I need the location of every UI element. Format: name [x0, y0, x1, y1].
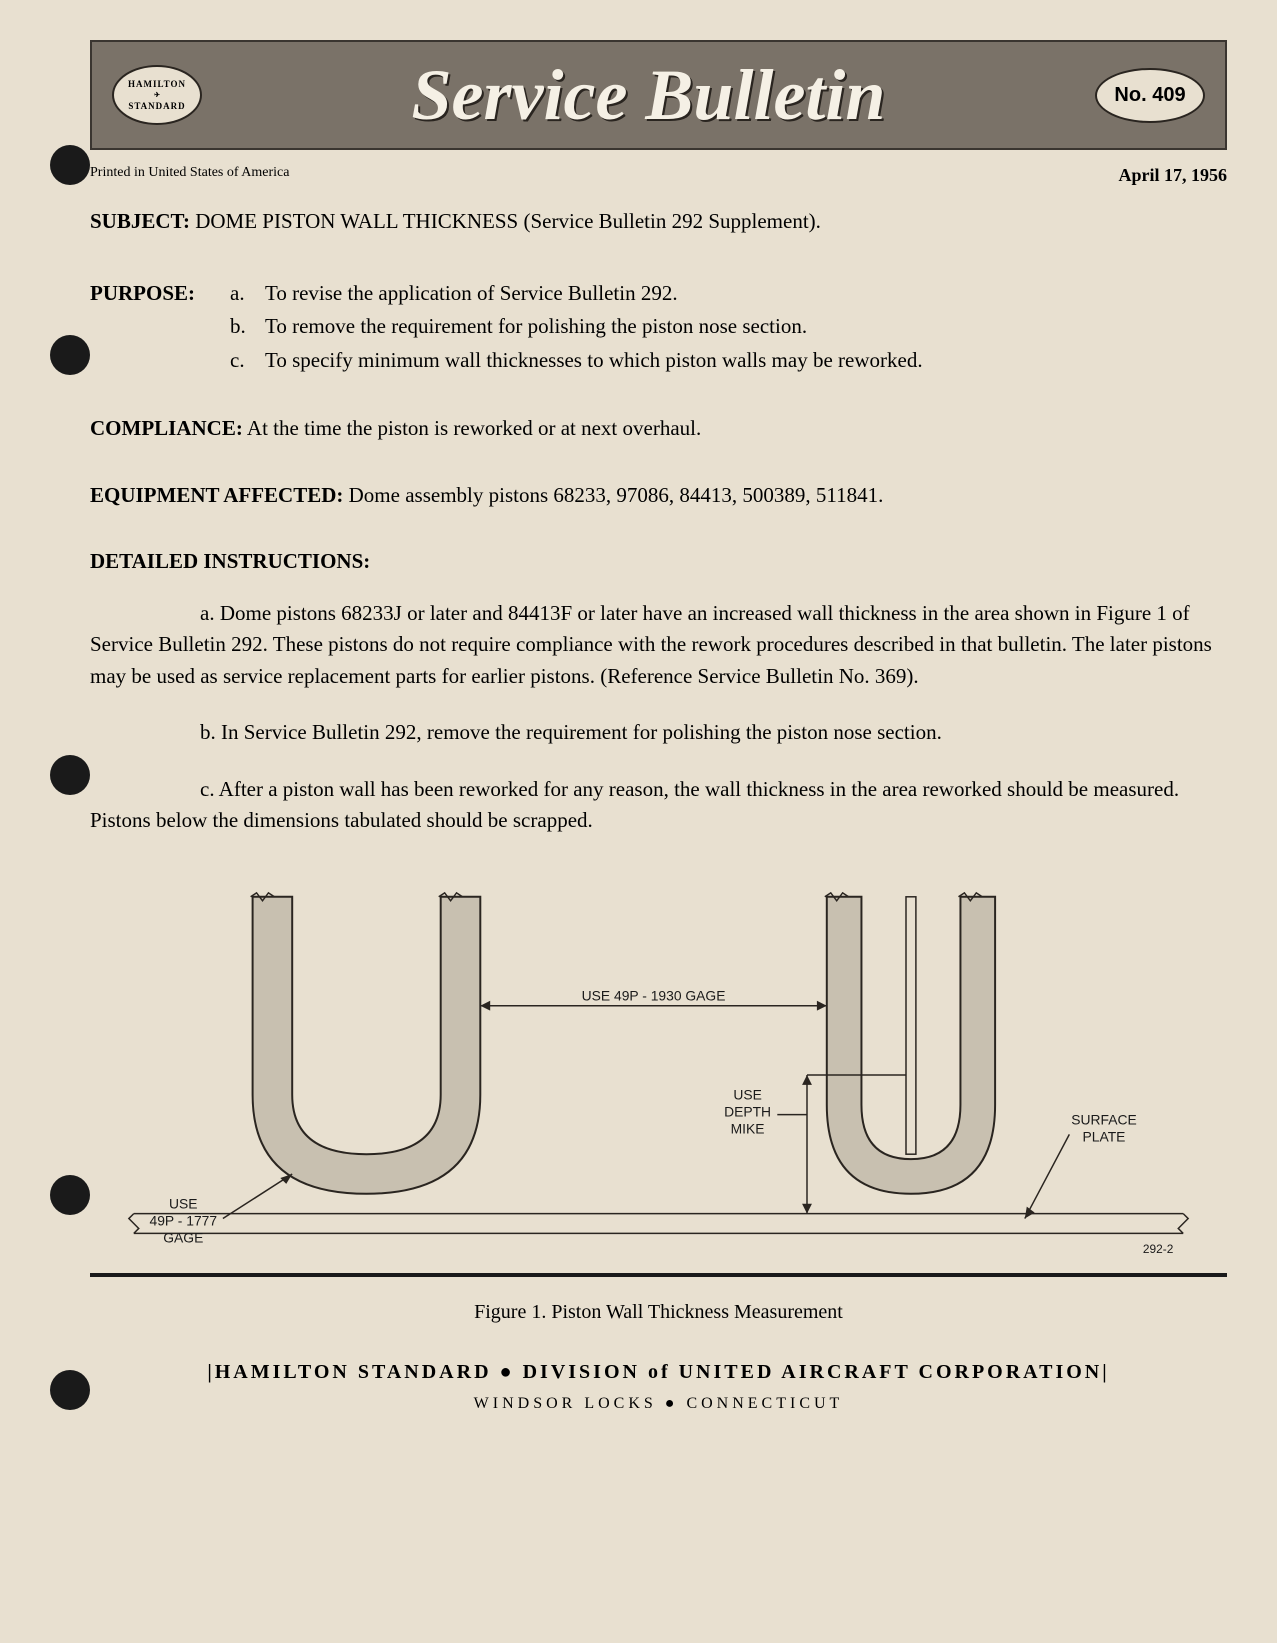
fig-label-depth-1: USE — [733, 1086, 762, 1102]
subject-label: SUBJECT: — [90, 209, 190, 233]
purpose-section: PURPOSE: a. To revise the application of… — [90, 278, 1227, 379]
purpose-text: To revise the application of Service Bul… — [265, 278, 678, 310]
bulletin-number-badge: No. 409 — [1095, 68, 1205, 123]
printed-in-text: Printed in United States of America — [90, 165, 289, 186]
subject-section: SUBJECT: DOME PISTON WALL THICKNESS (Ser… — [90, 206, 1227, 238]
punch-hole — [50, 1370, 90, 1410]
punch-hole — [50, 755, 90, 795]
purpose-item: b. To remove the requirement for polishi… — [230, 311, 1227, 343]
fig-label-depth-3: MIKE — [731, 1120, 765, 1136]
purpose-text: To specify minimum wall thicknesses to w… — [265, 345, 923, 377]
document-body: SUBJECT: DOME PISTON WALL THICKNESS (Ser… — [90, 206, 1227, 1416]
meta-row: Printed in United States of America Apri… — [90, 165, 1227, 186]
fig-label-1777-3: GAGE — [163, 1229, 203, 1245]
fig-label-gage-1930: USE 49P - 1930 GAGE — [582, 987, 726, 1003]
depth-mike-rod — [906, 896, 916, 1153]
instruction-para: a. Dome pistons 68233J or later and 8441… — [90, 598, 1227, 693]
left-piston-shape — [253, 896, 481, 1193]
punch-hole — [50, 1175, 90, 1215]
purpose-items: a. To revise the application of Service … — [230, 278, 1227, 379]
figure-1: USE 49P - 1930 GAGE USE 49P - 1777 GAGE … — [90, 877, 1227, 1277]
purpose-letter: b. — [230, 311, 265, 343]
purpose-item: a. To revise the application of Service … — [230, 278, 1227, 310]
equipment-section: EQUIPMENT AFFECTED: Dome assembly piston… — [90, 480, 1227, 512]
figure-svg: USE 49P - 1930 GAGE USE 49P - 1777 GAGE … — [90, 877, 1227, 1273]
punch-hole — [50, 335, 90, 375]
compliance-section: COMPLIANCE: At the time the piston is re… — [90, 413, 1227, 445]
fig-label-1777-2: 49P - 1777 — [150, 1212, 218, 1228]
purpose-letter: c. — [230, 345, 265, 377]
banner-title: Service Bulletin — [202, 54, 1095, 137]
equipment-label: EQUIPMENT AFFECTED: — [90, 483, 343, 507]
compliance-label: COMPLIANCE: — [90, 416, 243, 440]
instructions-label: DETAILED INSTRUCTIONS: — [90, 546, 1227, 578]
fig-label-surface-1: SURFACE — [1071, 1111, 1136, 1127]
hamilton-standard-logo: HAMILTON ✈ STANDARD — [112, 65, 202, 125]
instruction-para: b. In Service Bulletin 292, remove the r… — [90, 717, 1227, 749]
instruction-para: c. After a piston wall has been reworked… — [90, 774, 1227, 837]
footer-sub: WINDSOR LOCKS ● CONNECTICUT — [90, 1392, 1227, 1416]
subject-text: DOME PISTON WALL THICKNESS (Service Bull… — [195, 209, 821, 233]
date-text: April 17, 1956 — [1118, 165, 1227, 186]
fig-label-depth-2: DEPTH — [724, 1103, 771, 1119]
instructions-section: DETAILED INSTRUCTIONS: a. Dome pistons 6… — [90, 546, 1227, 837]
punch-hole — [50, 145, 90, 185]
logo-plane-icon: ✈ — [154, 91, 160, 99]
purpose-label: PURPOSE: — [90, 278, 230, 379]
fig-label-surface-2: PLATE — [1083, 1128, 1126, 1144]
logo-text-top: HAMILTON — [128, 79, 186, 89]
footer-main: |HAMILTON STANDARD ● DIVISION of UNITED … — [90, 1357, 1227, 1387]
header-banner: HAMILTON ✈ STANDARD Service Bulletin No.… — [90, 40, 1227, 150]
figure-caption: Figure 1. Piston Wall Thickness Measurem… — [90, 1297, 1227, 1327]
figure-ref: 292-2 — [1143, 1242, 1173, 1256]
purpose-text: To remove the requirement for polishing … — [265, 311, 807, 343]
equipment-text: Dome assembly pistons 68233, 97086, 8441… — [349, 483, 884, 507]
logo-text-bottom: STANDARD — [128, 101, 185, 111]
purpose-item: c. To specify minimum wall thicknesses t… — [230, 345, 1227, 377]
compliance-text: At the time the piston is reworked or at… — [247, 416, 701, 440]
fig-label-1777-1: USE — [169, 1195, 197, 1211]
purpose-letter: a. — [230, 278, 265, 310]
